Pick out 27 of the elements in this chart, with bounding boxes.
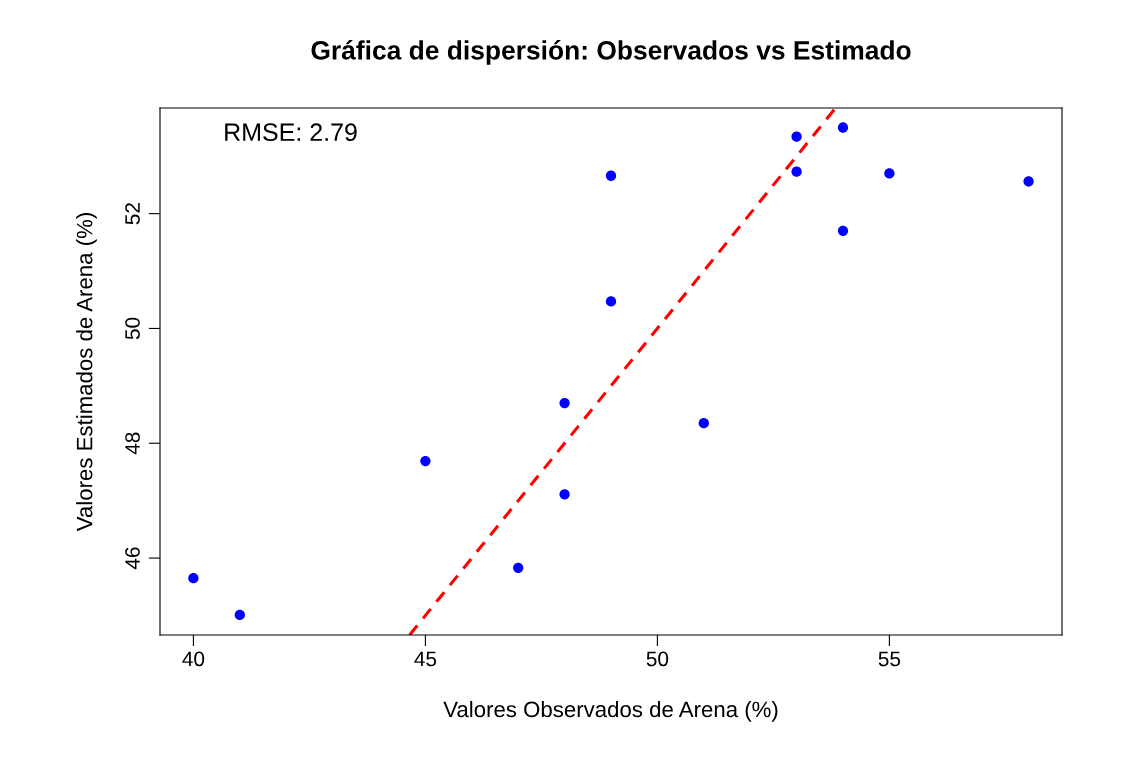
y-tick-label: 52 bbox=[125, 203, 140, 225]
annotation: RMSE: 2.79 bbox=[225, 123, 357, 142]
point bbox=[1023, 176, 1034, 187]
y-axis-title: Valores Estimados de Arena (%) bbox=[76, 213, 97, 532]
point bbox=[791, 131, 802, 142]
x-tick-label: 55 bbox=[878, 651, 901, 667]
point bbox=[698, 418, 709, 429]
y-tick-label: 48 bbox=[125, 432, 140, 455]
x-tick-label: 50 bbox=[646, 651, 669, 667]
y-tick-label: 50 bbox=[125, 317, 140, 340]
point bbox=[791, 166, 802, 177]
point bbox=[837, 122, 849, 133]
y-tick-label: 46 bbox=[125, 547, 140, 570]
chart-title: Gráfica de dispersión: Observados vs Estimado bbox=[311, 40, 911, 65]
point bbox=[605, 170, 617, 181]
point bbox=[559, 397, 570, 409]
x-axis-title: Valores Observados de Arena (%) bbox=[443, 700, 778, 722]
point bbox=[837, 225, 849, 236]
point bbox=[420, 455, 431, 467]
x-tick-label: 40 bbox=[182, 651, 205, 667]
point bbox=[188, 573, 199, 584]
point bbox=[605, 296, 617, 307]
point bbox=[234, 609, 245, 621]
point bbox=[559, 489, 570, 500]
point bbox=[884, 168, 895, 179]
point bbox=[513, 562, 524, 573]
x-tick-label: 45 bbox=[414, 651, 437, 667]
